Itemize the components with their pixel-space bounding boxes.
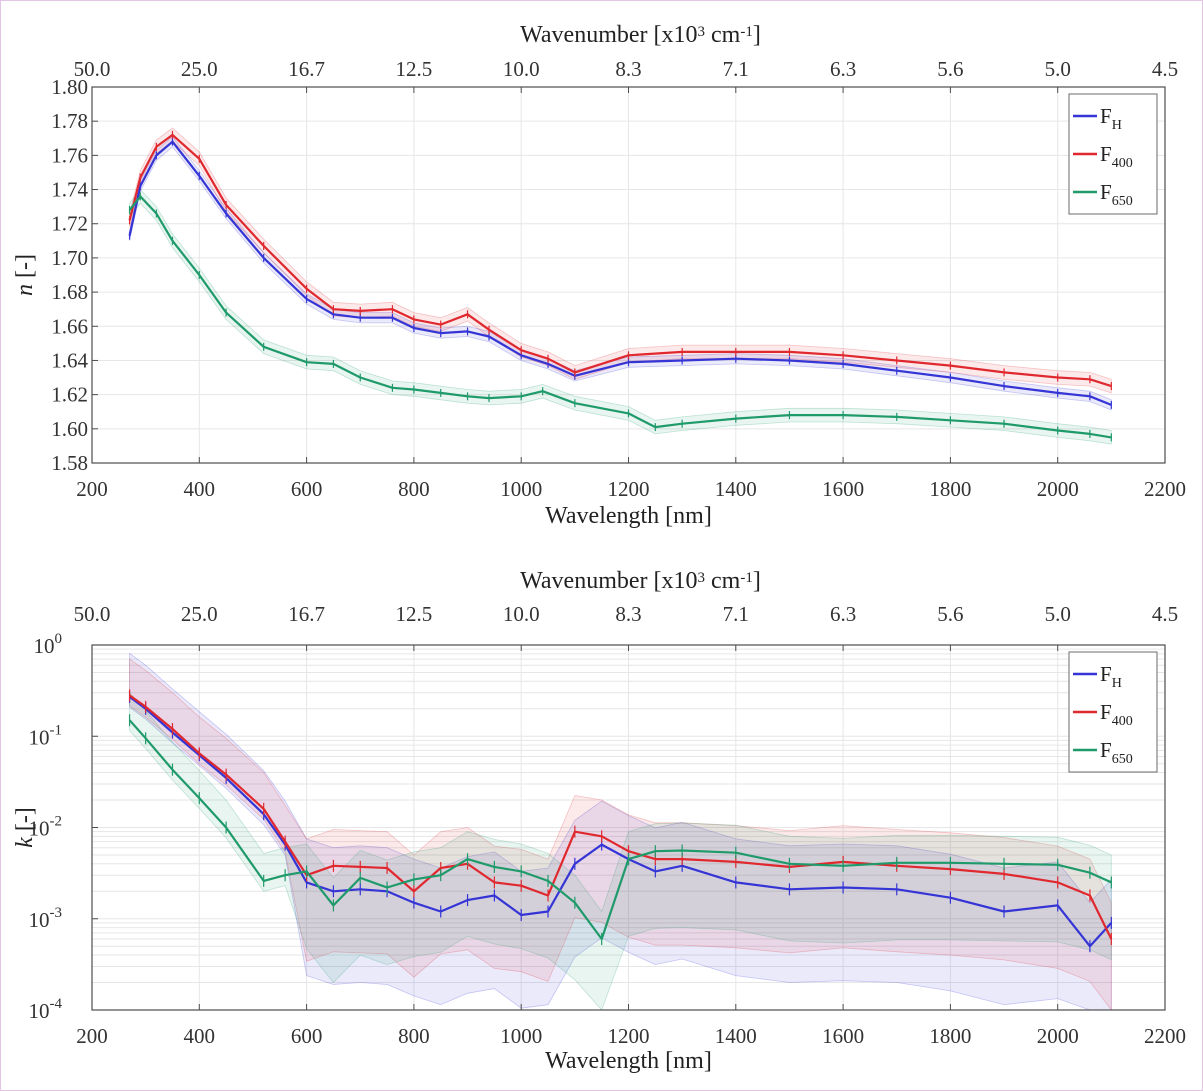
top-tick-label: 25.0 [181, 602, 218, 626]
x-tick-label: 1000 [500, 477, 542, 501]
top-axis-label: Wavenumber [x103 cm-1] [520, 568, 761, 594]
legend-entry-F_650: F650 [1100, 180, 1133, 209]
legend-entry-F_H: FH [1100, 662, 1122, 691]
legend-entry-F_400: F400 [1100, 700, 1133, 729]
x-tick-label: 1800 [929, 1024, 971, 1048]
top-tick-label: 12.5 [396, 57, 433, 81]
y-tick-label: 10-3 [29, 905, 63, 932]
legend-entry-F_400: F400 [1100, 142, 1133, 171]
y-axis-label: k [-] [12, 807, 38, 848]
top-tick-label: 5.6 [937, 602, 963, 626]
y-tick-label: 1.64 [51, 348, 88, 372]
x-tick-label: 1600 [822, 1024, 864, 1048]
legend: FH F400 F650 [1068, 93, 1158, 215]
x-tick-label: 1400 [715, 477, 757, 501]
y-tick-label: 1.76 [51, 143, 88, 167]
x-tick-label: 400 [184, 1024, 216, 1048]
top-tick-label: 12.5 [396, 602, 433, 626]
x-tick-label: 400 [184, 477, 216, 501]
y-axis-label: n [-] [12, 254, 38, 296]
chart-panel-2: 200 400 600 800 1000 1200 1400 1600 1800 2000 2200… [12, 568, 1186, 1074]
top-tick-label: 10.0 [503, 57, 540, 81]
x-tick-label: 800 [398, 477, 430, 501]
top-axis-label: Wavenumber [x103 cm-1] [520, 22, 761, 48]
x-tick-label: 2200 [1144, 1024, 1186, 1048]
band-F_H [129, 136, 1112, 411]
legend-box [1068, 93, 1158, 215]
y-tick-label: 1.80 [51, 75, 88, 99]
x-tick-label: 2000 [1037, 477, 1079, 501]
top-tick-label: 6.3 [830, 602, 856, 626]
top-tick-label: 8.3 [615, 602, 641, 626]
y-tick-label: 10-2 [29, 814, 63, 841]
x-tick-label: 2000 [1037, 1024, 1079, 1048]
plot-area [128, 127, 1112, 445]
y-tick-label: 100 [34, 631, 63, 658]
top-tick-label: 8.3 [615, 57, 641, 81]
y-tick-label: 1.58 [51, 451, 88, 475]
x-tick-label: 1600 [822, 477, 864, 501]
x-tick-label: 1400 [715, 1024, 757, 1048]
y-tick-label: 1.70 [51, 246, 88, 270]
top-tick-label: 4.5 [1152, 57, 1178, 81]
band-F_650 [129, 188, 1112, 445]
x-tick-label: 600 [291, 1024, 323, 1048]
x-axis-label: Wavelength [nm] [545, 1048, 712, 1074]
top-tick-label: 5.0 [1045, 602, 1071, 626]
band-F_H [129, 652, 1112, 1010]
x-tick-label: 2200 [1144, 477, 1186, 501]
band-F_650 [129, 691, 1112, 1010]
y-tick-label: 1.68 [51, 280, 88, 304]
series-line-F_650 [128, 195, 1112, 439]
legend-entry-F_H: FH [1100, 104, 1122, 133]
top-tick-label: 50.0 [74, 57, 111, 81]
top-tick-label: 5.6 [937, 57, 963, 81]
y-tick-label: 10-4 [29, 996, 63, 1023]
legend: FH F400 F650 [1068, 651, 1158, 773]
y-tick-label: 1.66 [51, 314, 88, 338]
top-tick-label: 50.0 [74, 602, 111, 626]
y-tick-label: 1.72 [51, 212, 88, 236]
y-tick-label: 1.74 [51, 178, 88, 202]
x-tick-label: 800 [398, 1024, 430, 1048]
chart-panel-1: 200 400 600 800 1000 1200 1400 1600 1800 2000 2200… [12, 22, 1186, 529]
y-tick-label: 1.62 [51, 383, 88, 407]
x-tick-label: 1800 [929, 477, 971, 501]
x-tick-label: 1200 [608, 477, 650, 501]
top-tick-label: 16.7 [288, 602, 325, 626]
top-tick-label: 16.7 [288, 57, 325, 81]
top-tick-label: 10.0 [503, 602, 540, 626]
x-tick-label: 600 [291, 477, 323, 501]
x-tick-label: 200 [76, 477, 108, 501]
top-tick-label: 25.0 [181, 57, 218, 81]
x-tick-label: 1000 [500, 1024, 542, 1048]
band-F_400 [129, 658, 1112, 1010]
x-tick-label: 1200 [608, 1024, 650, 1048]
top-tick-label: 6.3 [830, 57, 856, 81]
y-tick-label: 1.78 [51, 109, 88, 133]
top-tick-label: 7.1 [723, 602, 749, 626]
x-axis-label: Wavelength [nm] [545, 503, 712, 529]
top-tick-label: 5.0 [1045, 57, 1071, 81]
top-tick-label: 4.5 [1152, 602, 1178, 626]
legend-entry-F_650: F650 [1100, 738, 1133, 767]
plot-area [128, 652, 1113, 1010]
y-tick-label: 10-1 [29, 722, 63, 749]
top-tick-label: 7.1 [723, 57, 749, 81]
x-tick-label: 200 [76, 1024, 108, 1048]
y-tick-label: 1.60 [51, 417, 88, 441]
